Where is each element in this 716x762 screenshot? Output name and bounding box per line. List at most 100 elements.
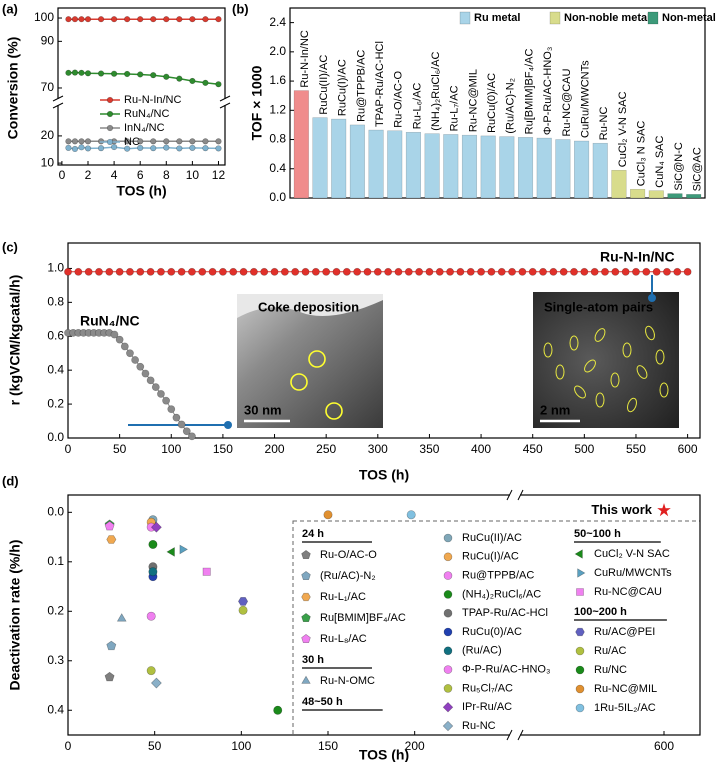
- bar-label: CuN₄ SAC: [654, 135, 666, 187]
- legend-label: Ru-L₁/AC: [320, 591, 366, 603]
- data-point: [146, 666, 156, 676]
- data-point: [124, 70, 131, 78]
- x-axis-title: TOS (h): [116, 183, 166, 199]
- data-point: [84, 138, 92, 145]
- data-point: [215, 145, 222, 152]
- legend-marker: [106, 96, 114, 104]
- y-tick-label: 0.4: [47, 702, 64, 716]
- data-point: [65, 69, 72, 76]
- data-point: [150, 16, 157, 23]
- y-tick-label: 0.4: [47, 362, 64, 376]
- annotation: This work: [591, 502, 652, 517]
- x-tick-label: 600: [678, 442, 698, 456]
- data-point: [239, 267, 248, 276]
- data-point: [111, 70, 118, 77]
- data-point: [477, 267, 485, 276]
- legend-marker: [301, 571, 311, 581]
- data-point: [415, 267, 424, 276]
- data-point: [189, 144, 196, 151]
- bar-label: Ru[BMIM]BF₄/AC: [523, 49, 535, 135]
- bar-label: Ru-O/AC-O: [393, 70, 405, 127]
- data-point: [150, 521, 162, 533]
- data-point: [78, 69, 85, 76]
- data-point: [202, 79, 209, 86]
- legend-group-title: 24 h: [302, 528, 324, 540]
- legend-marker: [443, 627, 453, 637]
- data-point: [238, 597, 249, 606]
- legend-marker: [443, 608, 453, 618]
- data-point: [71, 138, 79, 145]
- legend-marker: [443, 571, 453, 580]
- legend-label: Ru[BMIM]BF₄/AC: [320, 612, 406, 624]
- highlight-circle: [308, 350, 326, 368]
- bar: [331, 118, 347, 199]
- data-point: [270, 267, 279, 276]
- legend-marker: [442, 720, 454, 732]
- bar-label: (Ru/AC)-N₂: [505, 78, 517, 134]
- data-point: [84, 267, 93, 276]
- bar-label: Ru@TPPB/AC: [355, 50, 367, 122]
- data-point: [106, 640, 117, 651]
- bar-label: CuRu/MWCNTs: [579, 60, 591, 138]
- axis-break: [506, 489, 513, 501]
- legend-marker: [443, 533, 453, 543]
- data-point: [95, 267, 103, 276]
- data-point: [446, 267, 454, 276]
- legend-label: RuN₄/NC: [124, 108, 169, 120]
- data-point: [150, 145, 157, 152]
- inset-title: Coke deposition: [258, 299, 359, 314]
- y-tick-label: 1.6: [269, 73, 286, 87]
- legend-marker: [575, 703, 585, 713]
- data-point: [570, 267, 578, 276]
- data-point: [673, 267, 682, 276]
- y-axis-title: r (kgVCM/kgcatal/h): [7, 275, 23, 406]
- legend-label: Ru-NC@CAU: [594, 586, 662, 598]
- atom-pair-marks: [543, 325, 669, 413]
- data-point: [167, 405, 176, 414]
- data-point: [332, 267, 341, 276]
- legend-label: Non-metal: [662, 12, 716, 24]
- data-point: [110, 330, 119, 339]
- data-point: [202, 138, 209, 145]
- data-point: [166, 546, 175, 557]
- data-point: [273, 705, 283, 715]
- legend-group-title: 48~50 h: [302, 696, 343, 708]
- data-point: [621, 267, 630, 276]
- legend-swatch: [459, 11, 471, 25]
- bar-label: CuCl₃ N SAC: [636, 121, 648, 187]
- data-point: [136, 267, 145, 276]
- data-point: [78, 16, 85, 23]
- data-point: [111, 143, 118, 151]
- bar: [368, 129, 384, 199]
- data-point: [163, 144, 170, 151]
- legend-label: 1Ru-5IL₂/AC: [594, 702, 656, 714]
- legend-marker: [443, 590, 453, 599]
- x-tick-label: 200: [405, 739, 425, 753]
- data-point: [64, 267, 72, 276]
- data-point: [404, 267, 413, 276]
- legend-marker: [106, 138, 114, 146]
- legend-label: Ru-O/AC-O: [320, 549, 377, 561]
- axis-break: [506, 729, 513, 741]
- legend-label: CuCl₂ V-N SAC: [594, 548, 670, 560]
- axis-break: [52, 102, 64, 109]
- bar: [686, 194, 702, 199]
- data-point: [549, 267, 558, 276]
- data-point: [136, 362, 145, 371]
- bar-label: SiC@AC: [692, 147, 704, 191]
- data-point: [176, 145, 183, 152]
- axis-break: [219, 102, 231, 109]
- y-tick-label: 1.0: [47, 261, 64, 275]
- legend-label: Ru-N-OMC: [320, 675, 375, 687]
- legend-marker: [443, 684, 453, 693]
- data-point: [150, 138, 157, 145]
- bar: [667, 193, 683, 199]
- bar-label: RuCu(II)/AC: [318, 55, 330, 115]
- data-point: [373, 267, 382, 276]
- data-point: [215, 16, 222, 23]
- data-point: [157, 390, 165, 398]
- legend-label: RuCu(II)/AC: [462, 532, 522, 544]
- y-tick-label: 0.8: [47, 295, 64, 309]
- x-tick-label: 100: [161, 442, 181, 456]
- data-point: [657, 503, 671, 517]
